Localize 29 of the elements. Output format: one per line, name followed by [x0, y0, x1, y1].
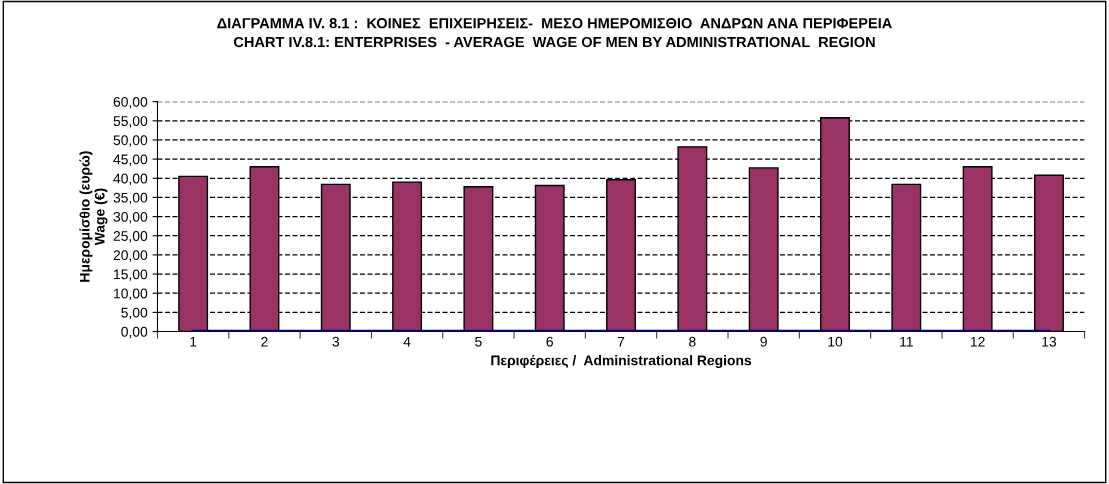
x-tick-label: 10	[828, 336, 843, 347]
chart-title: ΔΙΑΓΡΑΜΜΑ IV. 8.1 : ΚΟΙΝΕΣ ΕΠΙΧΕΙΡΗΣΕΙΣ- ΜΕΣΟ ΗΜΕΡΟΜΙΣΘΙΟ ΑΝΔΡΩΝ ΑΝΑ ΠΕΡΙΦΕΡΕΙΑ CHART IV.8.1: ENTERPRISES - AVERAGE WAGE OF MEN BY ADMINISTRATIONAL REGION	[217, 18, 892, 48]
y-tick-label: 55,00	[113, 116, 148, 128]
y-tick-label: 10,00	[114, 288, 148, 301]
x-tick-label: 9	[760, 336, 767, 347]
y-tick-label: 5,00	[121, 307, 148, 320]
y-tick-label: 60,00	[113, 96, 148, 109]
y-tick-label: 35,00	[113, 192, 148, 205]
x-tick-label: 1	[190, 336, 197, 347]
y-tick-label: 20,00	[113, 250, 148, 262]
x-tick-label: 3	[332, 336, 340, 347]
x-tick-label: 8	[689, 336, 696, 347]
x-tick-label: 11	[900, 336, 913, 347]
y-tick-label: 15,00	[114, 269, 148, 281]
x-tick-label: 13	[1042, 336, 1057, 347]
y-tick-label: 50,00	[113, 135, 148, 147]
x-tick-label: 4	[403, 336, 411, 347]
y-axis-title: Ημερομίσθιο (ευρώ) Wage (€)	[79, 151, 108, 282]
x-tick-label: 5	[475, 336, 482, 347]
x-tick-label: 6	[546, 336, 553, 347]
y-tick-label: 45,00	[113, 154, 148, 166]
x-axis-title: Περιφέρειες / Administrational Regions	[491, 354, 752, 369]
y-tick-label: 25,00	[113, 231, 148, 243]
x-tick-label: 7	[617, 336, 625, 347]
y-tick-label: 0,00	[121, 326, 148, 339]
x-tick-label: 2	[261, 336, 268, 347]
y-tick-label: 40,00	[113, 173, 148, 186]
y-tick-label: 30,00	[113, 211, 148, 224]
x-tick-label: 12	[970, 336, 985, 347]
